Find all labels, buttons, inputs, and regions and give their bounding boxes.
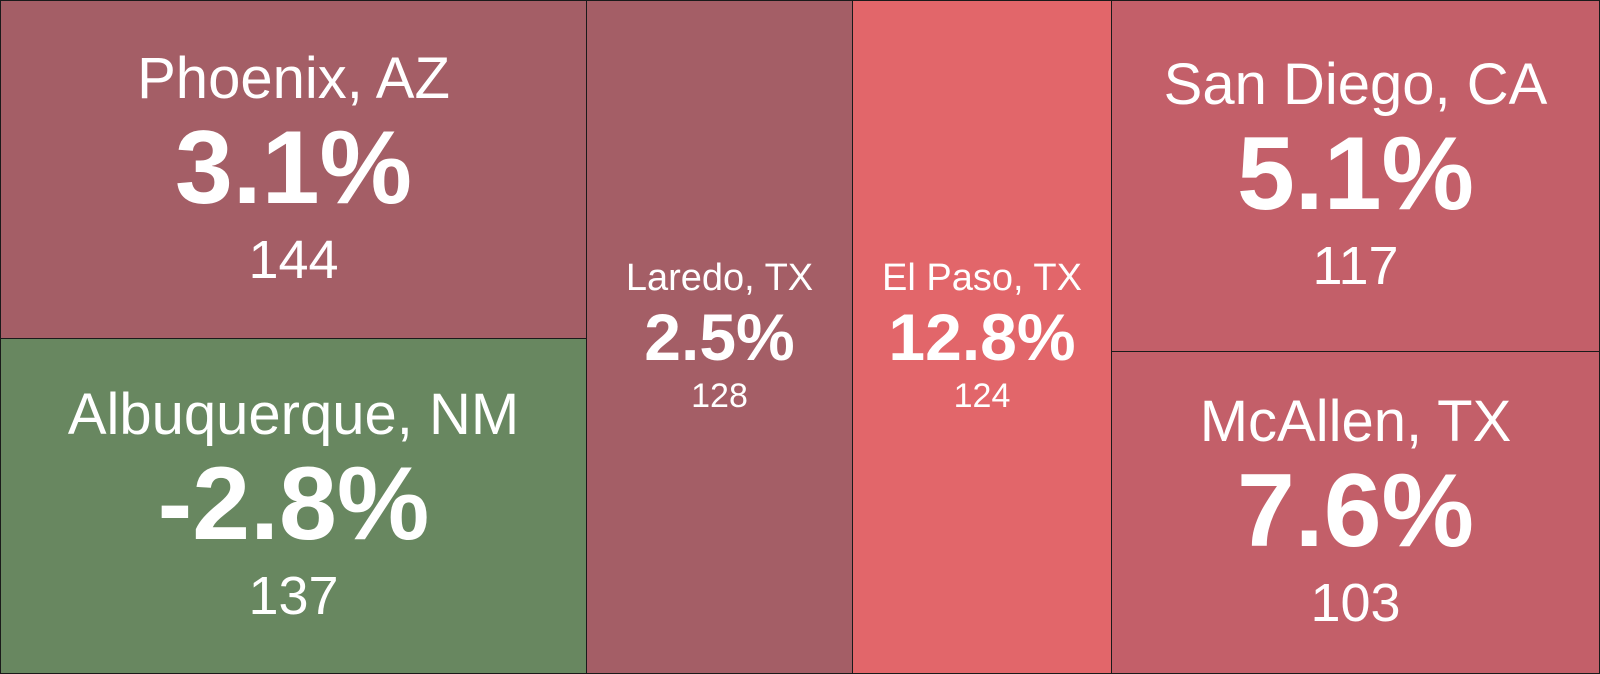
tile-change: -2.8% bbox=[157, 446, 430, 563]
tile-label: Albuquerque, NM bbox=[67, 382, 520, 448]
tile-count: 117 bbox=[1312, 236, 1399, 297]
tile-count: 128 bbox=[691, 376, 748, 415]
tile-change: 5.1% bbox=[1236, 116, 1475, 233]
tile-count: 144 bbox=[248, 229, 339, 290]
tile-albuquerque: Albuquerque, NM -2.8% 137 bbox=[0, 338, 587, 674]
tile-san-diego: San Diego, CA 5.1% 117 bbox=[1111, 0, 1600, 352]
tile-change: 7.6% bbox=[1236, 452, 1475, 569]
tile-el-paso: El Paso, TX 12.8% 124 bbox=[852, 0, 1112, 674]
tile-label: San Diego, CA bbox=[1163, 52, 1548, 118]
tile-label: McAllen, TX bbox=[1199, 388, 1512, 454]
tile-count: 103 bbox=[1310, 572, 1401, 633]
tile-count: 124 bbox=[953, 376, 1011, 415]
tile-change: 3.1% bbox=[174, 109, 413, 226]
tile-label: Laredo, TX bbox=[625, 256, 814, 299]
tile-change: 2.5% bbox=[644, 299, 795, 374]
tile-change: 12.8% bbox=[888, 299, 1076, 374]
tile-count: 137 bbox=[248, 566, 339, 627]
tile-label: El Paso, TX bbox=[882, 256, 1082, 299]
tile-laredo: Laredo, TX 2.5% 128 bbox=[586, 0, 853, 674]
tile-phoenix: Phoenix, AZ 3.1% 144 bbox=[0, 0, 587, 339]
tile-label: Phoenix, AZ bbox=[137, 45, 450, 111]
tile-mcallen: McAllen, TX 7.6% 103 bbox=[1111, 351, 1600, 674]
